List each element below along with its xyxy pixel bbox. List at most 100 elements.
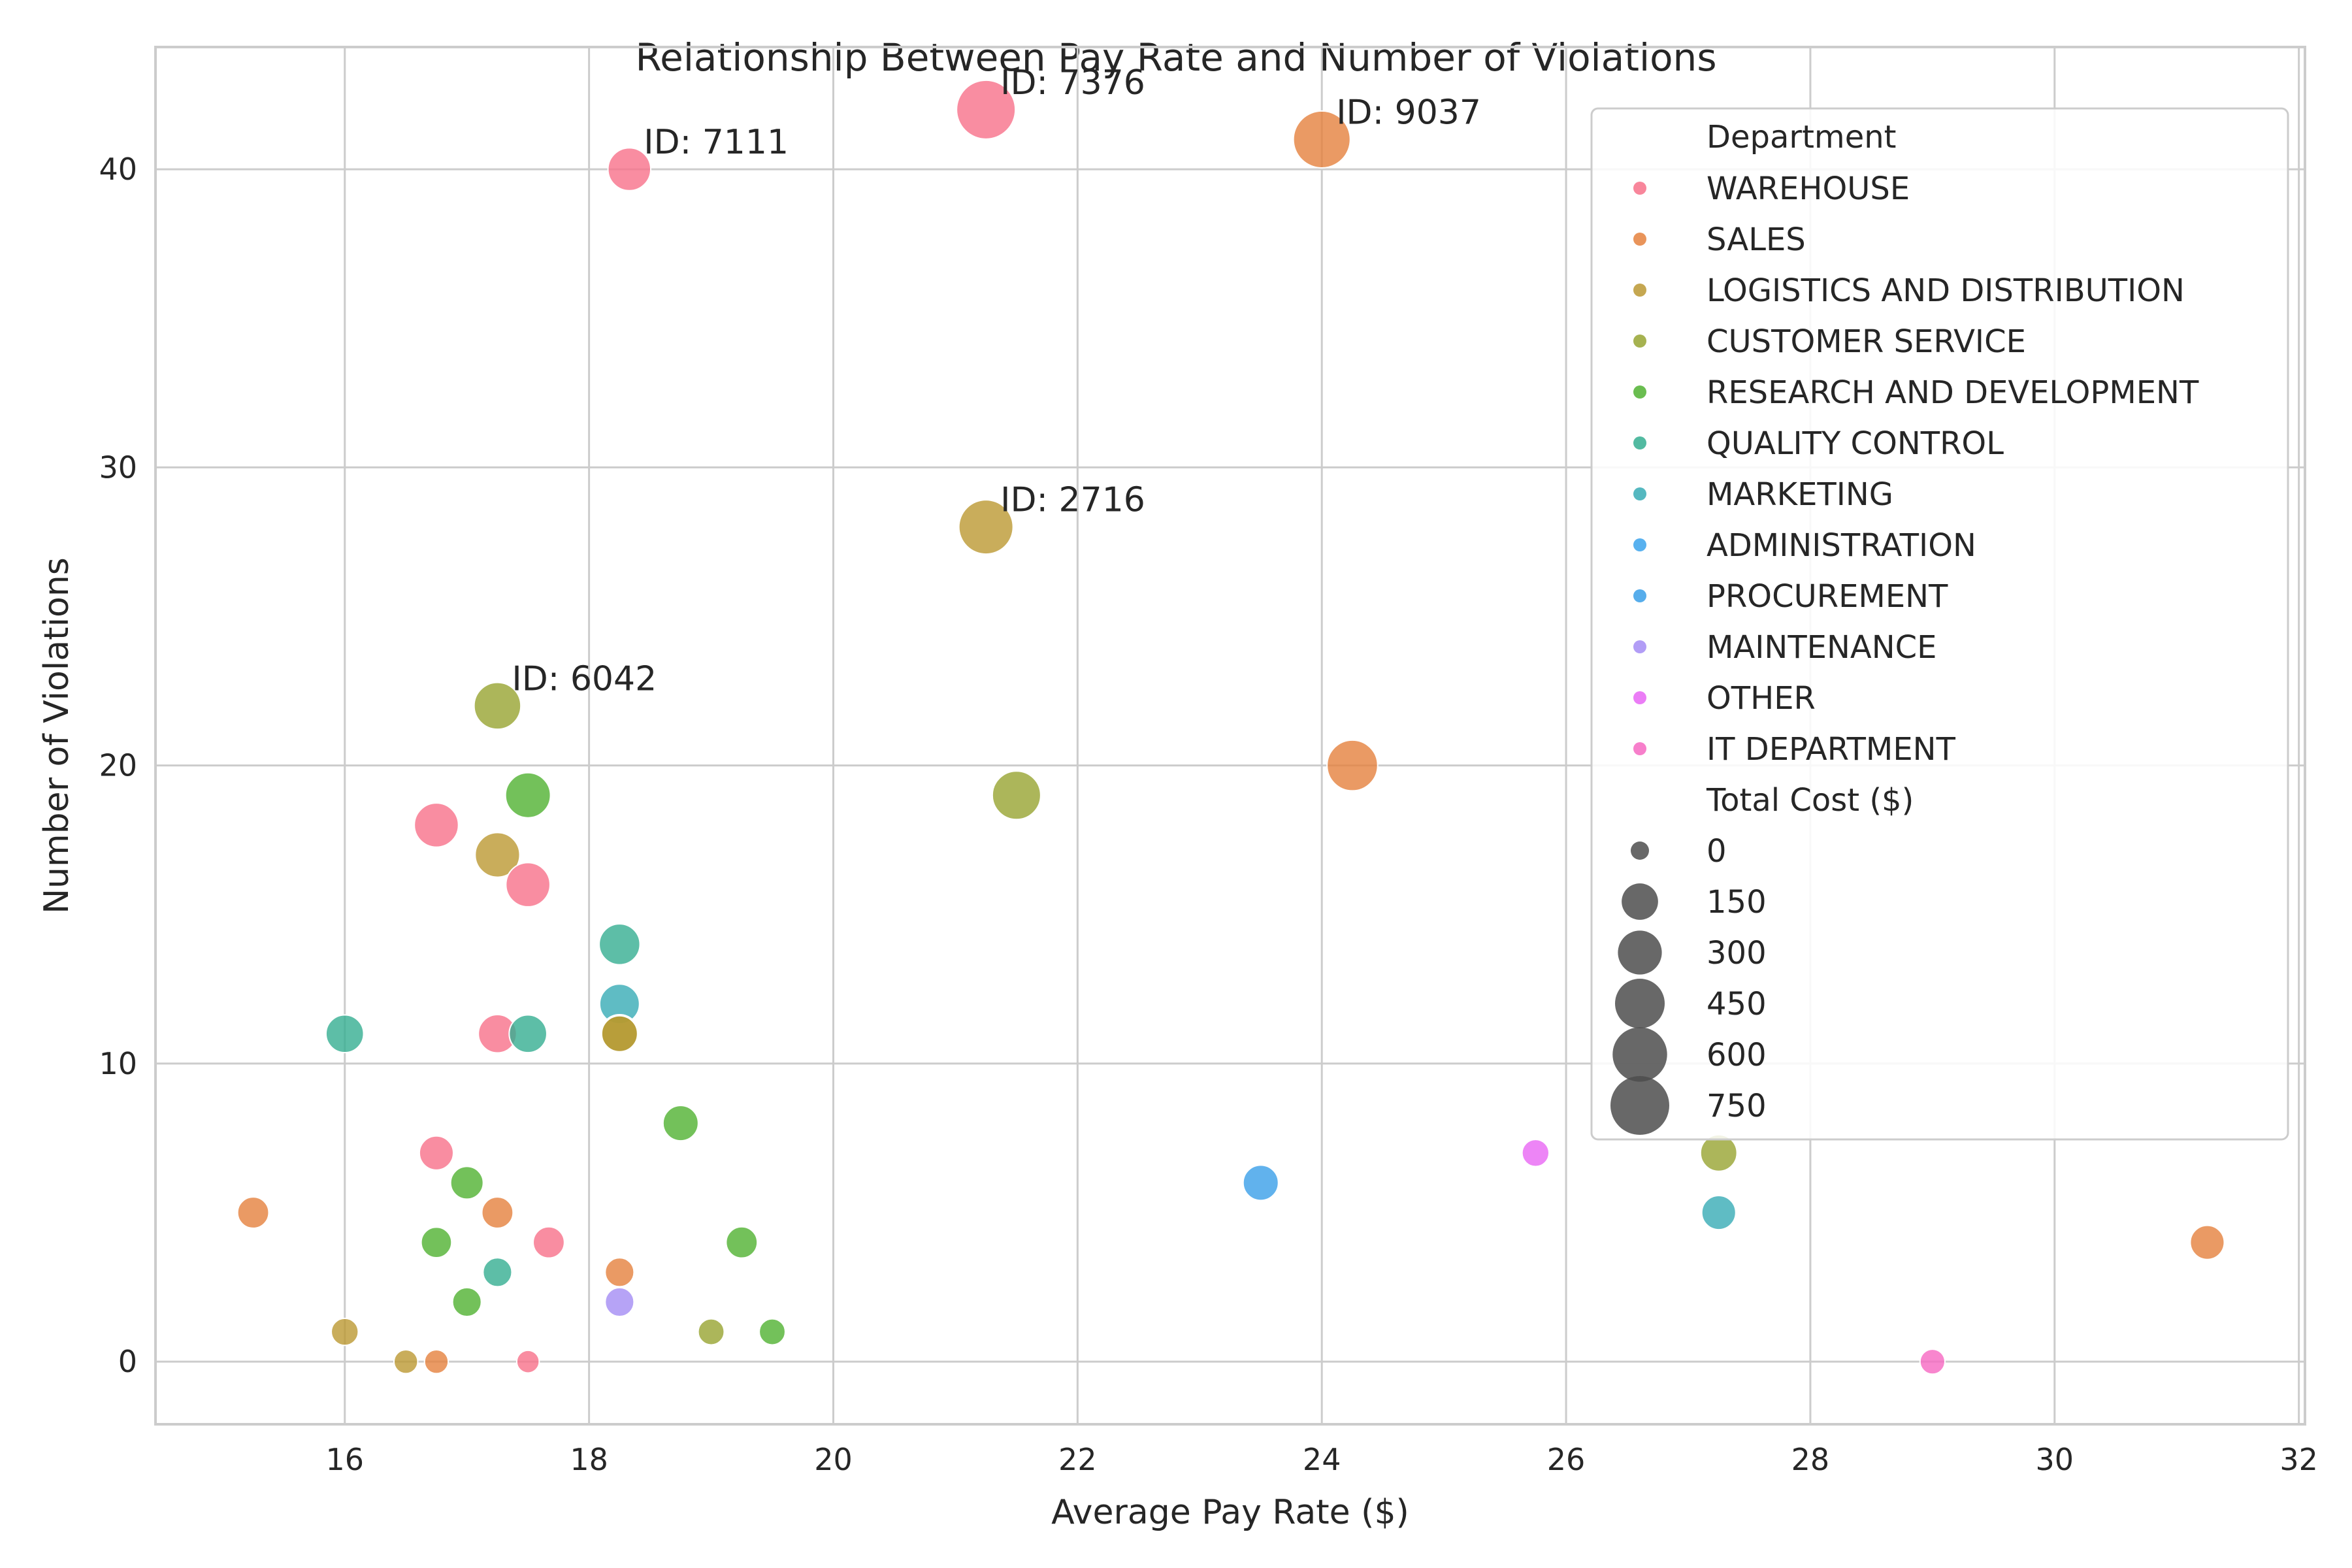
x-axis-ticks: 16 18 20 22 24 26 28 30 32 — [325, 1442, 2317, 1477]
x-tick-label: 16 — [325, 1442, 364, 1477]
legend-entry-label: WAREHOUSE — [1707, 171, 1910, 207]
data-point — [423, 1348, 449, 1375]
data-point — [604, 1257, 635, 1288]
data-point — [1242, 1164, 1279, 1201]
data-point — [482, 1257, 513, 1288]
legend-entry-label: SALES — [1707, 221, 1806, 258]
legend-entry-label: PROCUREMENT — [1707, 578, 1948, 615]
legend-size-label: 150 — [1707, 884, 1767, 921]
data-points — [237, 79, 2225, 1375]
legend-marker — [1633, 538, 1646, 551]
legend-size-marker — [1618, 930, 1662, 975]
point-annotation: ID: 7376 — [1000, 63, 1145, 103]
data-point — [474, 832, 521, 878]
point-annotation: ID: 9037 — [1336, 93, 1481, 132]
plot-frame — [154, 46, 2306, 1426]
legend-marker — [1633, 182, 1646, 195]
legend-entry-label: QUALITY CONTROL — [1707, 425, 2004, 462]
data-point — [697, 1318, 725, 1346]
x-tick-label: 24 — [1303, 1442, 1341, 1477]
legend-marker — [1633, 742, 1646, 755]
legend-marker — [1633, 335, 1646, 348]
y-tick-label: 40 — [99, 152, 137, 187]
data-point — [418, 1135, 454, 1171]
data-point — [420, 1226, 453, 1258]
legend-title-total-cost: Total Cost ($) — [1706, 782, 1914, 819]
legend-box — [1590, 107, 2289, 1141]
y-axis-ticks: 0 10 20 30 40 — [99, 152, 137, 1379]
legend-marker — [1633, 436, 1646, 449]
data-point — [1292, 110, 1351, 169]
point-annotation: ID: 7111 — [644, 123, 789, 162]
legend-marker — [1633, 487, 1646, 500]
legend-title-department: Department — [1707, 119, 1896, 155]
legend-entry-label: MAINTENANCE — [1707, 629, 1936, 666]
data-point — [662, 1105, 699, 1142]
data-point — [414, 802, 459, 848]
data-point — [449, 1166, 484, 1200]
x-tick-label: 30 — [2036, 1442, 2074, 1477]
data-point — [473, 681, 522, 730]
data-point — [958, 499, 1014, 555]
data-point — [508, 1014, 547, 1054]
legend-entry-label: ADMINISTRATION — [1707, 527, 1976, 564]
data-point — [515, 1349, 540, 1374]
x-tick-label: 18 — [570, 1442, 608, 1477]
legend-size-label: 450 — [1707, 986, 1767, 1022]
legend-size-marker — [1614, 978, 1665, 1029]
data-point — [598, 923, 641, 966]
data-point — [1521, 1139, 1550, 1168]
y-tick-label: 0 — [118, 1344, 137, 1379]
y-tick-label: 20 — [99, 748, 137, 783]
data-point — [451, 1286, 482, 1317]
y-tick-label: 30 — [99, 449, 137, 485]
x-tick-label: 26 — [1547, 1442, 1586, 1477]
data-point — [1326, 739, 1379, 792]
legend-size-marker — [1631, 841, 1649, 860]
legend-size-label: 300 — [1707, 935, 1767, 972]
legend-entry-label: RESEARCH AND DEVELOPMENT — [1707, 374, 2199, 411]
point-annotation: ID: 2716 — [1000, 481, 1145, 520]
x-tick-label: 22 — [1058, 1442, 1097, 1477]
data-point — [607, 147, 652, 191]
data-point — [331, 1317, 359, 1347]
legend-size-marker — [1610, 1076, 1669, 1135]
data-point — [956, 79, 1017, 140]
data-point — [1701, 1195, 1737, 1231]
legend-marker — [1633, 284, 1646, 297]
data-point — [600, 1015, 638, 1053]
legend-entry-label: MARKETING — [1707, 476, 1893, 513]
legend-marker — [1633, 385, 1646, 399]
legend-size-label: 0 — [1707, 833, 1727, 870]
data-point — [604, 1286, 635, 1317]
legend-entry-label: LOGISTICS AND DISTRIBUTION — [1707, 272, 2185, 309]
data-point — [991, 770, 1041, 821]
y-axis-label: Number of Violations — [37, 557, 76, 914]
legend-size-label: 750 — [1707, 1088, 1767, 1124]
legend-marker — [1633, 233, 1646, 246]
data-point — [481, 1196, 514, 1229]
legend-size-label: 600 — [1707, 1037, 1767, 1073]
chart-title: Relationship Between Pay Rate and Number… — [635, 35, 1716, 80]
legend-marker — [1633, 691, 1646, 704]
legend: Department WAREHOUSE SALES LOGISTICS AND DI… — [1590, 107, 2289, 1141]
point-annotation: ID: 6042 — [512, 659, 657, 698]
legend-marker — [1633, 640, 1646, 653]
data-point — [325, 1014, 365, 1054]
legend-entry-label: OTHER — [1707, 680, 1816, 717]
data-point — [505, 862, 551, 907]
legend-size-marker — [1622, 883, 1658, 920]
legend-marker — [1633, 589, 1646, 602]
data-point — [759, 1318, 786, 1346]
legend-size-marker — [1612, 1027, 1667, 1082]
x-axis-label: Average Pay Rate ($) — [1051, 1493, 1409, 1532]
data-point — [393, 1348, 419, 1375]
data-point — [532, 1226, 565, 1259]
point-annotations: ID: 7376 ID: 9037 ID: 7111 ID: 2716 ID: 6042 — [512, 63, 1481, 699]
data-point — [1919, 1348, 1946, 1375]
x-tick-label: 20 — [814, 1442, 853, 1477]
legend-entry-label: CUSTOMER SERVICE — [1707, 323, 2026, 360]
data-point — [504, 772, 551, 819]
y-tick-label: 10 — [99, 1046, 137, 1081]
